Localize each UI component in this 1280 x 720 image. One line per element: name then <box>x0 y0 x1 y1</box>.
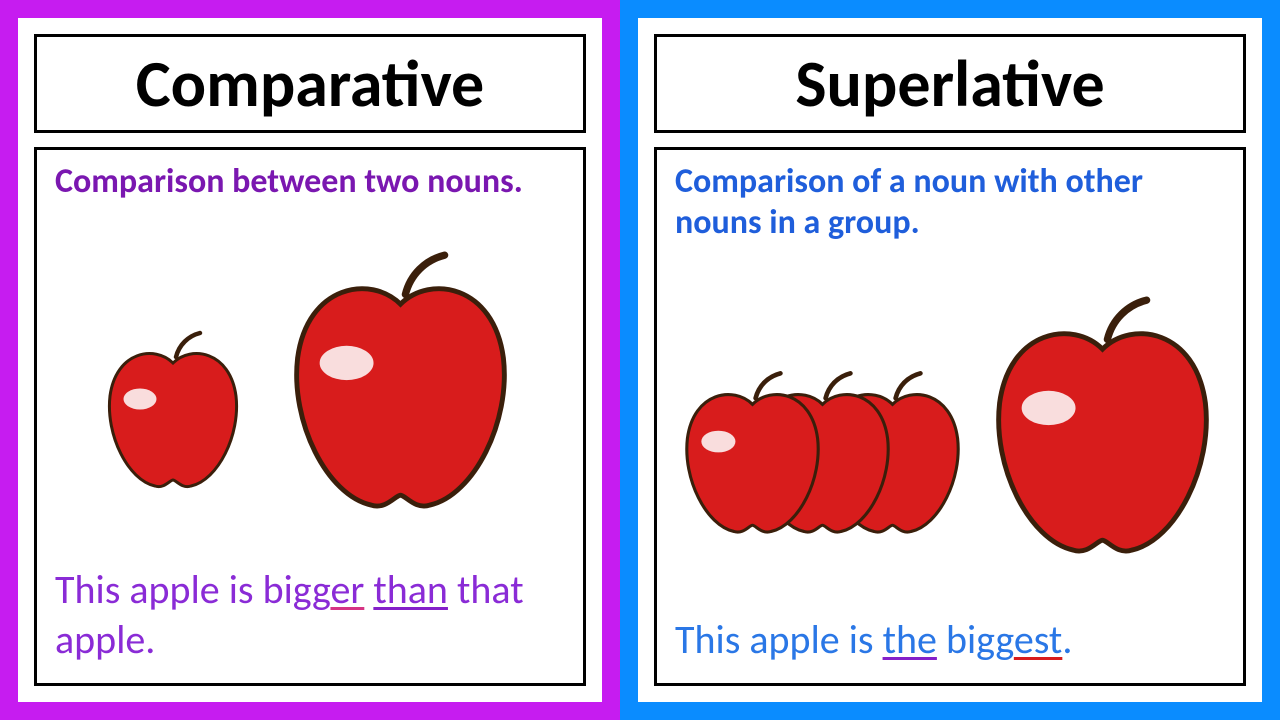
superlative-panel: Superlative Comparison of a noun with ot… <box>620 0 1280 720</box>
example-text: This apple is <box>675 615 883 664</box>
superlative-apples <box>675 254 1225 607</box>
comparative-body: Comparison between two nouns. This apple… <box>34 147 586 686</box>
comparative-title: Comparative <box>47 43 573 124</box>
example-text: This apple is <box>55 565 263 614</box>
comparative-example: This apple is bigger than that apple. <box>55 565 565 665</box>
example-text: . <box>1062 615 1072 664</box>
superlative-title-box: Superlative <box>654 34 1246 133</box>
superlative-the-underline: the <box>883 615 937 664</box>
superlative-definition: Comparison of a noun with other nouns in… <box>675 162 1225 244</box>
example-text: bigg <box>946 615 1014 664</box>
comparative-panel: Comparative Comparison between two nouns… <box>0 0 620 720</box>
apple-icon <box>675 370 830 541</box>
example-text <box>937 615 946 664</box>
example-text: bigg <box>263 565 331 614</box>
comparative-er-underline: er <box>330 565 364 614</box>
apple-cluster <box>675 320 970 541</box>
comparative-apples <box>55 213 565 557</box>
comparative-title-box: Comparative <box>34 34 586 133</box>
superlative-example: This apple is the biggest. <box>675 615 1225 665</box>
apple-icon <box>278 250 523 520</box>
superlative-est-underline: est <box>1014 615 1063 664</box>
comparative-than-underline: than <box>373 565 448 614</box>
apple-icon <box>980 295 1225 565</box>
superlative-title: Superlative <box>667 43 1233 124</box>
apple-icon <box>98 330 248 495</box>
example-text <box>364 565 373 614</box>
superlative-body: Comparison of a noun with other nouns in… <box>654 147 1246 686</box>
comparative-definition: Comparison between two nouns. <box>55 162 565 203</box>
